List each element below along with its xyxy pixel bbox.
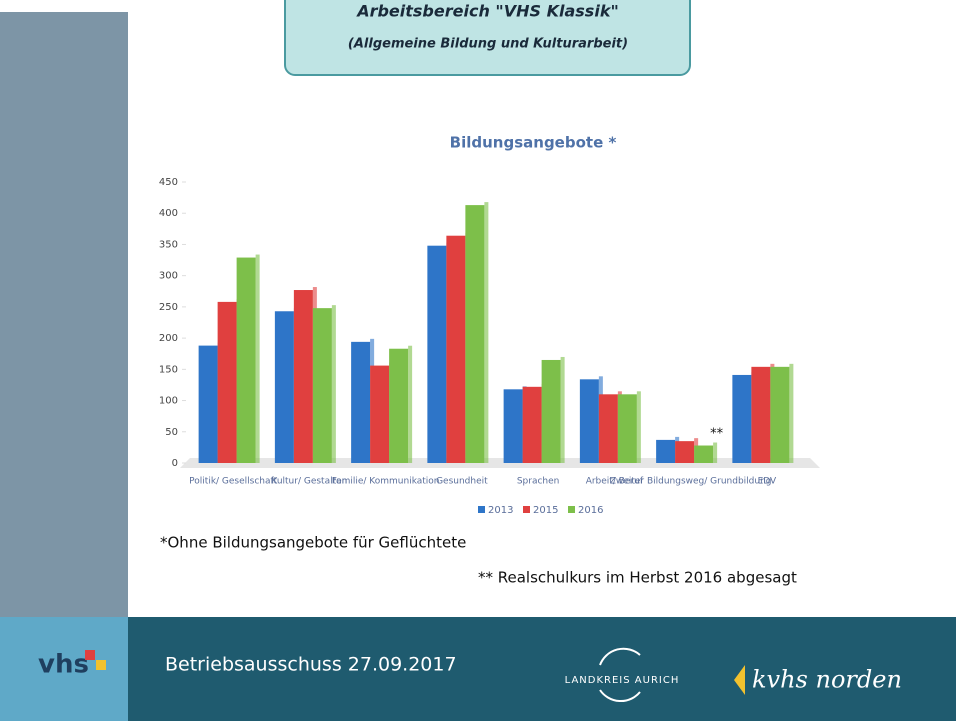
note: *Ohne Bildungsangebote für Geflüchtete <box>160 534 466 552</box>
bar <box>751 366 771 463</box>
y-tick-label: 400 <box>159 208 178 219</box>
bar <box>770 366 790 463</box>
bar <box>675 441 695 463</box>
bar-side <box>331 305 336 463</box>
y-tick-label: 0 <box>172 458 178 469</box>
y-tick-label: 300 <box>159 271 178 282</box>
bar <box>617 394 637 463</box>
x-tick-label: Politik/ Gesellschaft <box>189 477 277 487</box>
x-tick-label: Gesundheit <box>436 477 488 487</box>
bar <box>694 445 714 463</box>
bar-side <box>789 363 794 463</box>
bar-side <box>484 202 489 464</box>
logo-dot <box>96 660 106 670</box>
bar-side <box>408 345 413 463</box>
y-tick-label: 350 <box>159 239 178 250</box>
bar <box>312 308 332 463</box>
bar <box>427 245 447 463</box>
footer-org: LANDKREIS AURICH <box>565 675 680 686</box>
logo-dot <box>85 650 95 660</box>
y-tick-label: 200 <box>159 333 178 344</box>
y-tick-label: 250 <box>159 302 178 313</box>
header-subtitle: (Allgemeine Bildung und Kulturarbeit) <box>348 37 628 52</box>
bar <box>541 359 561 463</box>
bar <box>389 348 409 463</box>
logo-box <box>0 617 128 721</box>
logo-arc <box>599 647 641 666</box>
x-tick-label: Familie/ Kommunikation <box>332 477 440 487</box>
bar-side <box>560 356 565 463</box>
bar <box>236 257 256 463</box>
bar <box>351 341 371 463</box>
bar <box>522 386 542 463</box>
footer-logo: vhs <box>38 650 89 680</box>
x-tick-label: Kultur/ Gestalten <box>271 477 347 487</box>
plot: 0 50 100 150 200 250 300 350 400 450 Politik/ Gese… <box>159 177 794 516</box>
bar <box>656 439 676 463</box>
footer-text: Betriebsausschuss 27.09.2017 <box>165 654 457 676</box>
legend-swatch <box>478 506 485 513</box>
header-box <box>284 0 691 76</box>
footer-org: kvhs norden <box>752 666 902 694</box>
bar <box>465 205 485 464</box>
bar <box>503 389 523 463</box>
note: ** Realschulkurs im Herbst 2016 abgesagt <box>478 569 797 587</box>
legend-label: 2013 <box>488 505 513 516</box>
bar-side <box>713 442 718 463</box>
y-tick-label: 450 <box>159 177 178 188</box>
x-tick-label: Sprachen <box>517 477 560 487</box>
y-tick-label: 50 <box>165 427 178 438</box>
bar <box>198 345 218 463</box>
legend-swatch <box>568 506 575 513</box>
bar <box>579 379 599 463</box>
legend-swatch <box>523 506 530 513</box>
bar <box>293 290 313 463</box>
chart-title: Bildungsangebote * <box>450 134 617 152</box>
y-tick-label: 100 <box>159 396 178 407</box>
bar <box>598 394 618 463</box>
legend-label: 2015 <box>533 505 558 516</box>
y-tick-label: 150 <box>159 364 178 375</box>
logo-arrow <box>734 665 745 695</box>
bar <box>274 311 294 463</box>
logo-arc <box>599 689 641 703</box>
bar-side <box>255 254 260 463</box>
x-tick-label: EDV <box>758 477 777 487</box>
bar <box>732 374 752 463</box>
bar-side <box>636 391 641 463</box>
annotation: ** <box>710 426 724 441</box>
side-stripe <box>0 12 128 617</box>
footer-band <box>0 617 956 721</box>
x-tick-label: Arbeit/ Beruf <box>586 477 644 487</box>
x-tick-label: Zweiter Bildungsweg/ Grundbildung <box>610 477 772 487</box>
header-title: Arbeitsbereich "VHS Klassik" <box>355 2 619 21</box>
bar <box>370 365 390 463</box>
bar <box>217 301 237 463</box>
legend-label: 2016 <box>578 505 603 516</box>
bar <box>446 235 466 463</box>
